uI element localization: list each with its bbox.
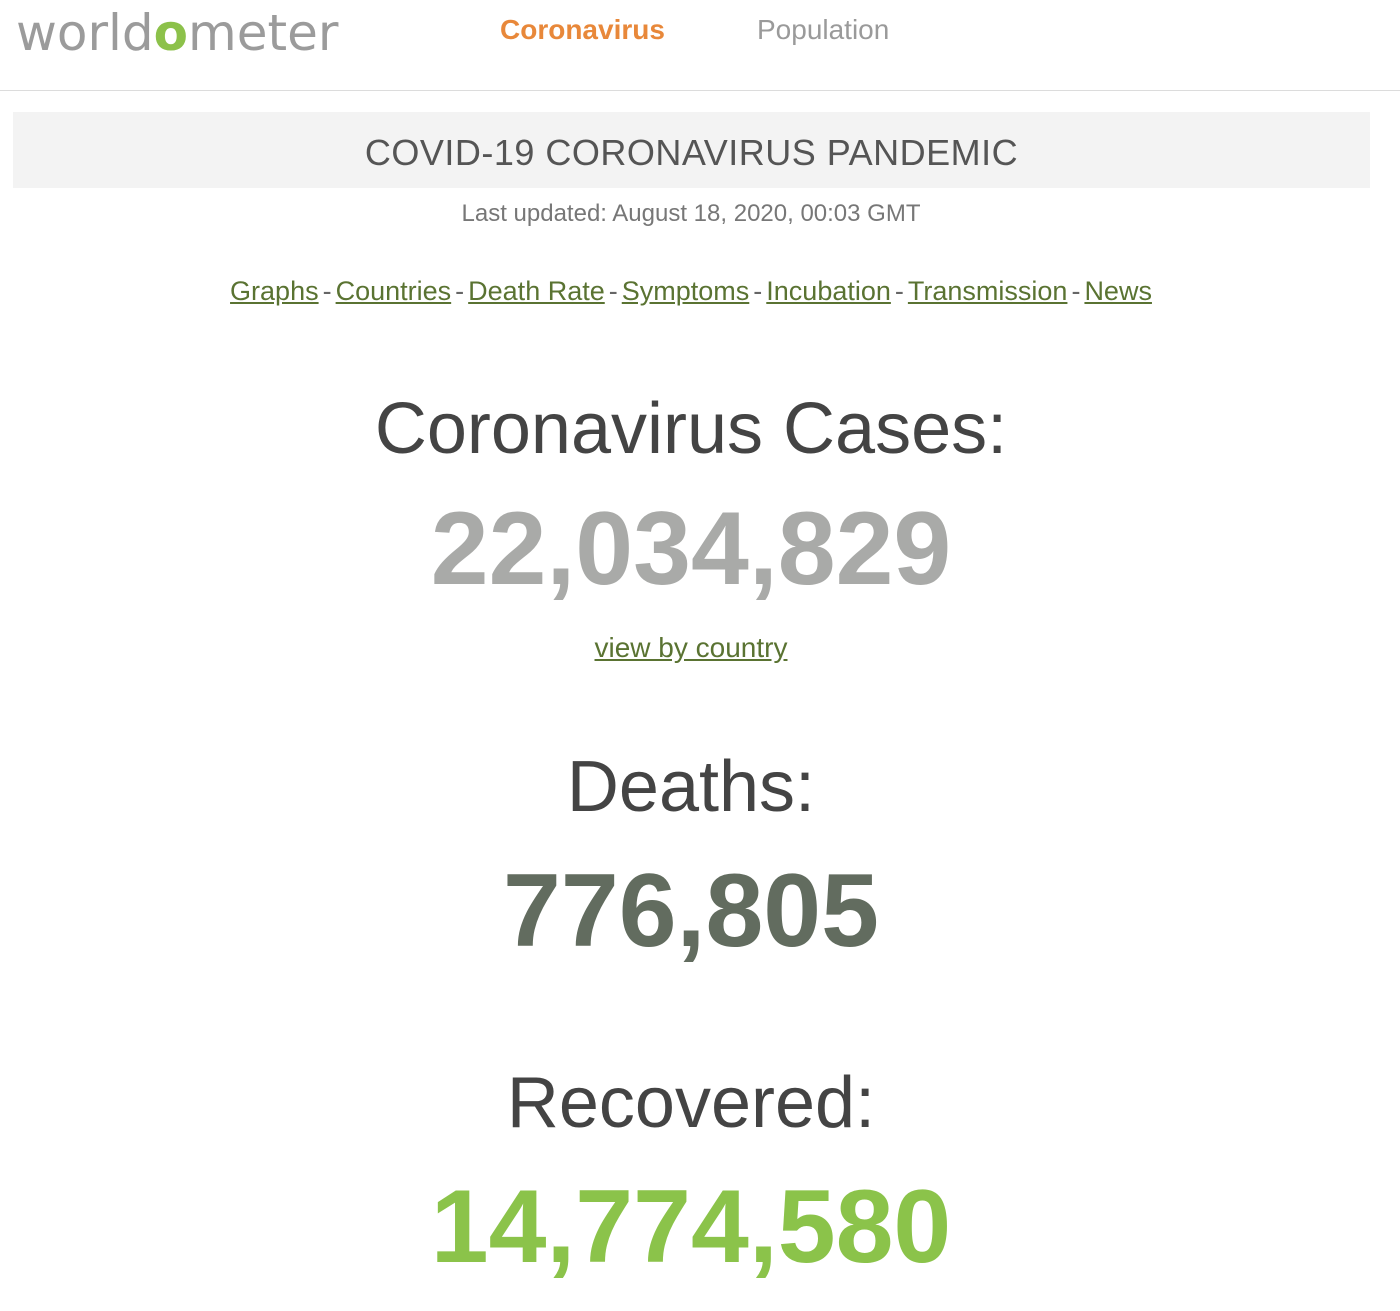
page-title-banner: COVID-19 CORONAVIRUS PANDEMIC (13, 112, 1370, 188)
logo-o-mark: o (153, 4, 189, 62)
cases-label: Coronavirus Cases: (374, 389, 1008, 469)
logo-text-prefix: world (16, 4, 154, 62)
worldometer-logo[interactable]: worldometer (16, 4, 338, 62)
link-graphs[interactable]: Graphs (230, 276, 319, 306)
link-separator: - (608, 276, 618, 306)
page-title: COVID-19 CORONAVIRUS PANDEMIC (364, 132, 1019, 173)
quick-links-bar: Graphs - Countries - Death Rate - Symptoms - Inc… (0, 276, 1382, 307)
logo-text-suffix: meter (188, 4, 339, 62)
link-separator: - (1071, 276, 1081, 306)
nav-coronavirus-link[interactable]: Coronavirus (500, 14, 665, 45)
link-transmission[interactable]: Transmission (907, 276, 1068, 306)
link-death-rate[interactable]: Death Rate (468, 276, 605, 306)
link-countries[interactable]: Countries (335, 276, 452, 306)
link-separator: - (455, 276, 465, 306)
deaths-count: 776,805 (503, 853, 879, 969)
view-by-country-link[interactable]: view by country (594, 632, 788, 663)
link-incubation[interactable]: Incubation (766, 276, 891, 306)
link-separator: - (753, 276, 763, 306)
cases-count: 22,034,829 (430, 491, 952, 607)
nav-population-link[interactable]: Population (757, 14, 890, 45)
link-separator: - (322, 276, 332, 306)
last-updated-text: Last updated: August 18, 2020, 00:03 GMT (461, 200, 921, 227)
link-separator: - (894, 276, 904, 306)
view-by-country-wrapper: view by country (0, 632, 1382, 664)
link-news[interactable]: News (1084, 276, 1152, 306)
link-symptoms[interactable]: Symptoms (621, 276, 750, 306)
recovered-count: 14,774,580 (430, 1169, 952, 1285)
top-navigation-bar: worldometer Coronavirus Population (0, 0, 1400, 91)
recovered-label: Recovered: (506, 1063, 876, 1143)
deaths-label: Deaths: (566, 747, 816, 827)
